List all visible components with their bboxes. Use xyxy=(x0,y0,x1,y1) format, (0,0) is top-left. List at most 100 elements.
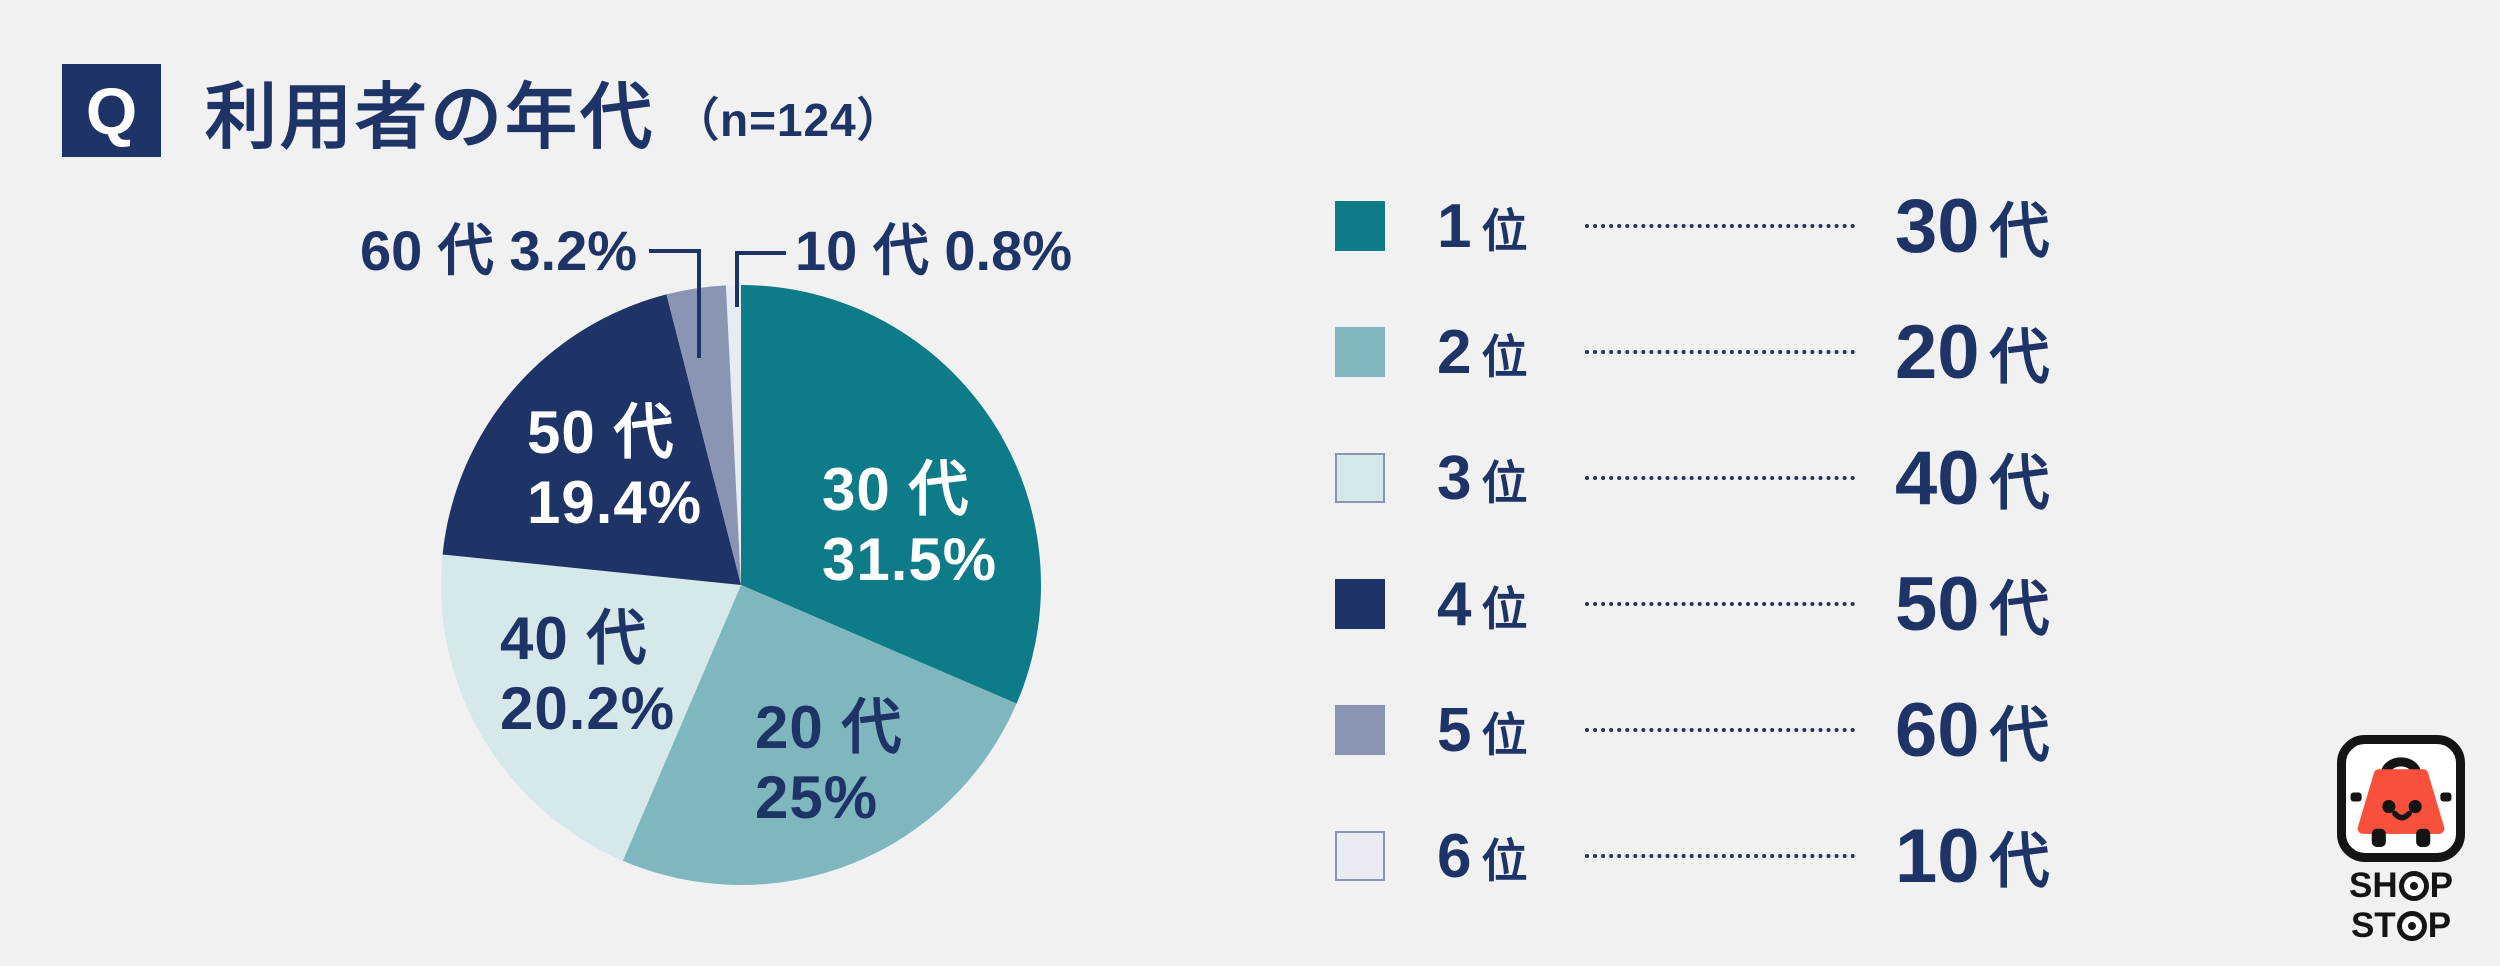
question-badge: Q xyxy=(62,64,161,157)
pie-slice-60代 xyxy=(666,285,741,585)
pie-slice-10代 xyxy=(725,285,741,585)
rank-unit: 位 xyxy=(1481,834,1528,887)
rank-unit: 位 xyxy=(1481,582,1528,635)
bag-body xyxy=(2357,769,2445,834)
smile xyxy=(2392,810,2412,821)
slice-label-50s-pct: 19.4% xyxy=(527,469,703,536)
legend-leader-dots xyxy=(1585,854,1855,858)
logo-letter: P xyxy=(2427,906,2452,945)
legend-age-1: 30 代 xyxy=(1895,183,2050,270)
legend-leader-dots xyxy=(1585,476,1855,480)
pie-slice-50代 xyxy=(442,294,741,585)
pie-slice-30代 xyxy=(741,285,1041,704)
logo-text-stop: ST P xyxy=(2337,908,2465,943)
right-mirror xyxy=(2440,792,2452,802)
rank-number: 2 xyxy=(1437,317,1472,387)
rank-unit: 位 xyxy=(1481,330,1528,383)
slice-label-30s-age: 30 代 xyxy=(822,456,970,523)
rank-unit: 位 xyxy=(1481,204,1528,257)
logo-letter: S xyxy=(2350,906,2375,945)
shopstop-logo: SH P ST P xyxy=(2337,735,2465,943)
legend-leader-dots xyxy=(1585,602,1855,606)
shopstop-logo-badge xyxy=(2337,735,2465,862)
wheel-ring xyxy=(2401,916,2422,936)
wheel-hub xyxy=(2409,882,2418,890)
legend-swatch-4 xyxy=(1335,579,1385,629)
age-number: 60 xyxy=(1895,687,1980,773)
pie-slice-20代 xyxy=(622,585,1017,886)
callout-line-60s xyxy=(649,249,701,358)
legend-leader-dots xyxy=(1585,224,1855,228)
age-unit: 代 xyxy=(1989,197,2050,265)
age-unit: 代 xyxy=(1989,449,2050,517)
age-unit: 代 xyxy=(1989,323,2050,391)
age-number: 50 xyxy=(1895,561,1980,647)
left-mirror xyxy=(2350,792,2362,802)
age-number: 10 xyxy=(1895,813,1980,899)
slice-label-50s: 50 代 19.4% xyxy=(527,398,702,538)
page-title: 利用者の年代 （n=124） xyxy=(205,64,904,158)
question-badge-letter: Q xyxy=(85,73,138,148)
logo-letter: T xyxy=(2374,906,2396,945)
age-unit: 代 xyxy=(1989,827,2050,895)
wheel-ring xyxy=(2403,876,2424,896)
legend-swatch-2 xyxy=(1335,327,1385,377)
age-number: 30 xyxy=(1895,183,1980,269)
slice-label-30s: 30 代 31.5% xyxy=(822,455,997,595)
left-eye xyxy=(2382,800,2396,814)
sample-size-label: （n=124） xyxy=(673,93,904,146)
title-text: 利用者の年代 xyxy=(205,78,656,158)
slice-label-40s-age: 40 代 xyxy=(500,605,648,672)
age-number: 40 xyxy=(1895,435,1980,521)
slice-label-40s: 40 代 20.2% xyxy=(500,604,675,744)
logo-letter: H xyxy=(2372,866,2398,905)
shopping-bag-car-icon xyxy=(2350,757,2452,847)
right-wheel xyxy=(2416,828,2431,847)
legend-age-6: 10 代 xyxy=(1895,813,2050,900)
callout-line-10s xyxy=(735,251,786,307)
logo-text-shop: SH P xyxy=(2337,868,2465,903)
rank-number: 3 xyxy=(1437,443,1472,513)
age-unit: 代 xyxy=(1989,701,2050,769)
legend-leader-dots xyxy=(1585,728,1855,732)
legend-age-4: 50 代 xyxy=(1895,561,2050,648)
slice-label-20s: 20 代 25% xyxy=(755,693,902,833)
rank-unit: 位 xyxy=(1481,708,1528,761)
wheel-hub xyxy=(2407,922,2416,930)
rank-number: 5 xyxy=(1437,695,1472,765)
slice-label-30s-pct: 31.5% xyxy=(822,526,998,593)
right-eye xyxy=(2408,800,2422,814)
left-wheel xyxy=(2371,828,2386,847)
legend-swatch-6 xyxy=(1335,831,1385,881)
legend-leader-dots xyxy=(1585,350,1855,354)
rank-number: 4 xyxy=(1437,569,1472,639)
legend-age-2: 20 代 xyxy=(1895,309,2050,396)
legend-swatch-3 xyxy=(1335,453,1385,503)
legend-age-5: 60 代 xyxy=(1895,687,2050,774)
pie-slice-40代 xyxy=(441,554,741,861)
pie-slices-group xyxy=(441,285,1041,886)
wheel-o-icon xyxy=(2398,871,2429,901)
slice-label-40s-pct: 20.2% xyxy=(500,675,676,742)
slice-label-20s-pct: 25% xyxy=(755,764,879,831)
slice-label-50s-age: 50 代 xyxy=(527,399,675,466)
callout-label-10s: 10 代 0.8% xyxy=(795,219,1073,282)
age-unit: 代 xyxy=(1989,575,2050,643)
legend-swatch-5 xyxy=(1335,705,1385,755)
logo-letter: P xyxy=(2429,866,2453,905)
age-number: 20 xyxy=(1895,309,1980,395)
